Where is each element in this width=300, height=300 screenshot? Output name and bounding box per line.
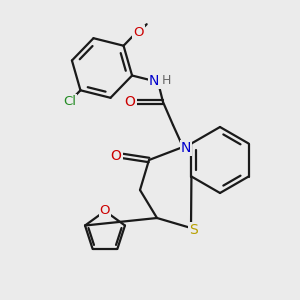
Text: O: O (111, 149, 122, 163)
Text: H: H (161, 74, 171, 88)
Text: N: N (181, 141, 191, 155)
Text: O: O (100, 203, 110, 217)
Text: S: S (189, 223, 197, 237)
Text: O: O (124, 95, 135, 109)
Text: O: O (134, 26, 144, 39)
Text: Cl: Cl (63, 95, 76, 108)
Text: N: N (149, 74, 159, 88)
